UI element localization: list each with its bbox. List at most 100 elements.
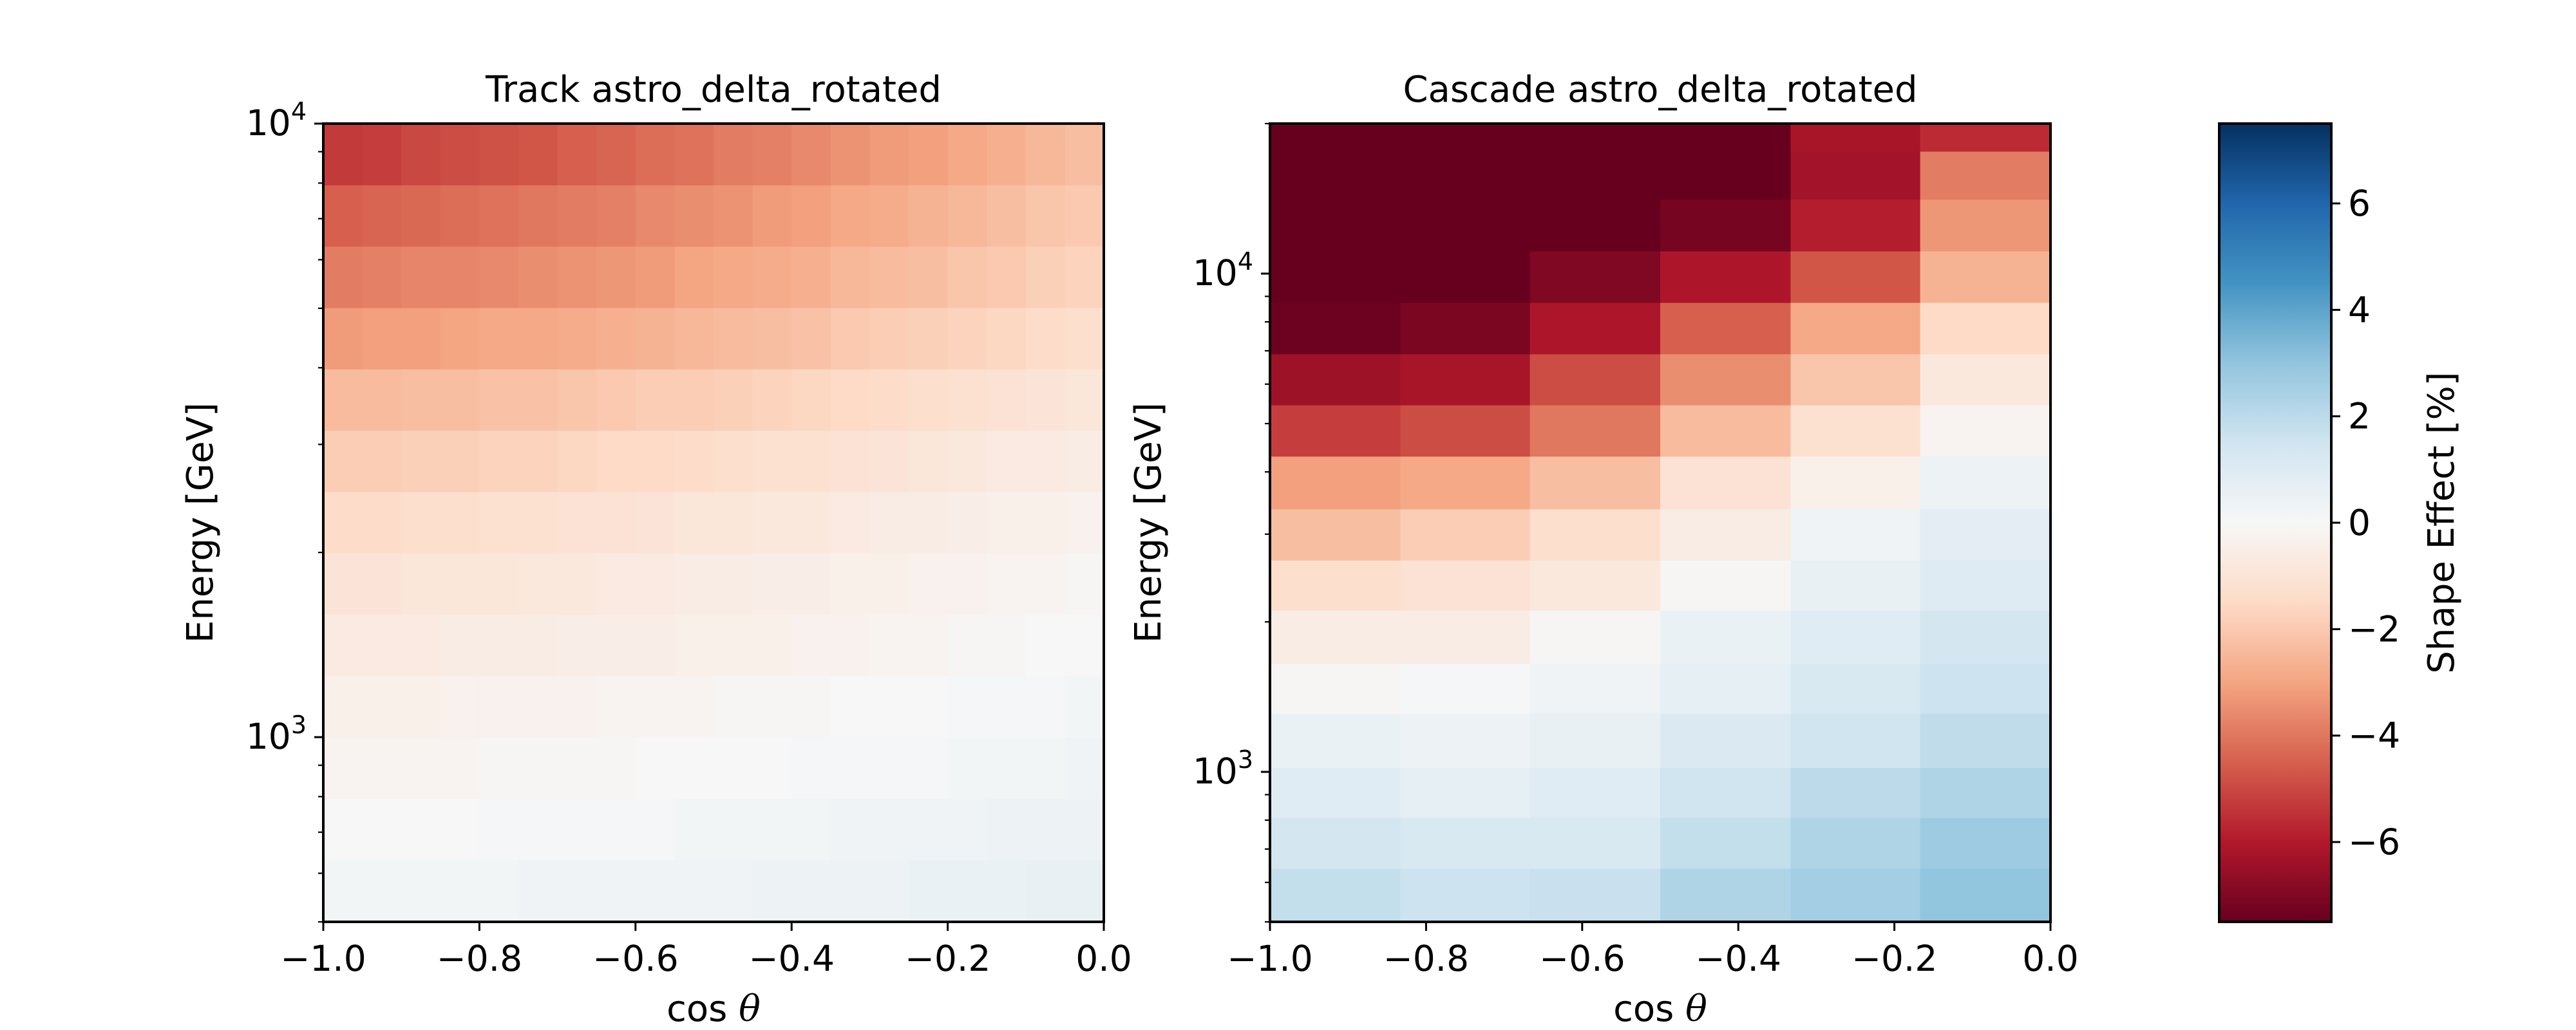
track-cell-r5-c18 [1025, 553, 1065, 615]
track-cell-r10-c19 [1065, 246, 1104, 308]
track-cell-r1-c15 [909, 798, 949, 861]
track-cell-r3-c5 [518, 675, 558, 738]
cascade-cell-r9-c0 [1270, 405, 1401, 457]
track-cell-r7-c10 [714, 430, 753, 492]
track-cell-r1-c3 [440, 798, 480, 861]
track-x-tick-label: 0.0 [1075, 938, 1132, 979]
track-cell-r1-c9 [674, 798, 714, 861]
cascade-x-ticks: −1.0 −0.8 −0.6 −0.4 −0.2 0.0 [1227, 922, 2079, 979]
track-heatmap [323, 124, 1104, 922]
track-cell-r2-c1 [362, 737, 402, 800]
track-cell-r0-c14 [869, 859, 909, 922]
track-cell-r10-c8 [635, 246, 675, 308]
track-x-tick-label: −0.8 [437, 938, 523, 979]
track-cell-r3-c7 [596, 675, 636, 738]
track-cell-r1-c4 [479, 798, 519, 861]
cascade-cell-r0-c1 [1400, 868, 1531, 922]
cascade-cell-r5-c3 [1660, 610, 1791, 664]
track-cell-r1-c8 [635, 798, 675, 861]
track-cell-r5-c0 [323, 553, 363, 615]
cascade-cell-r4-c4 [1790, 663, 1921, 714]
cascade-cell-r15-c3 [1660, 124, 1791, 152]
track-cell-r7-c14 [869, 430, 909, 492]
track-cell-r8-c8 [635, 369, 675, 431]
track-cell-r3-c8 [635, 675, 675, 738]
track-cell-r11-c12 [791, 185, 831, 247]
track-cell-r8-c11 [752, 369, 792, 431]
track-cell-r6-c6 [557, 491, 597, 554]
track-cell-r12-c2 [401, 124, 441, 185]
cascade-cell-r9-c1 [1400, 405, 1531, 457]
track-cell-r5-c6 [557, 553, 597, 615]
track-cell-r12-c0 [323, 124, 363, 185]
cascade-cell-r2-c2 [1530, 767, 1661, 818]
track-cell-r6-c2 [401, 491, 441, 554]
track-cell-r12-c6 [557, 124, 597, 185]
cascade-cell-r9-c3 [1660, 405, 1791, 457]
track-cell-r4-c1 [362, 614, 402, 677]
track-cell-r6-c4 [479, 491, 519, 554]
track-cell-r11-c16 [947, 185, 987, 247]
track-panel: Track astro_delta_rotated −1.0 −0.8 −0.6 −0… [180, 69, 1132, 1030]
track-cell-r12-c17 [987, 124, 1027, 185]
cascade-cell-r15-c1 [1400, 124, 1531, 152]
track-cell-r10-c15 [909, 246, 949, 308]
track-cell-r0-c11 [752, 859, 792, 922]
track-cell-r1-c17 [987, 798, 1027, 861]
track-cell-r8-c5 [518, 369, 558, 431]
cascade-cell-r13-c2 [1530, 199, 1661, 252]
colorbar-tick-label: −6 [2348, 821, 2400, 863]
cascade-axes-frame [1269, 122, 2052, 923]
cascade-cell-r1-c0 [1270, 817, 1401, 869]
track-cell-r2-c17 [987, 737, 1027, 800]
track-cell-r9-c11 [752, 307, 792, 370]
cascade-cell-r14-c4 [1790, 151, 1921, 200]
cascade-cell-r8-c0 [1270, 456, 1401, 510]
cascade-y-tick-label: 103 [1193, 745, 1253, 792]
cascade-x-tick-label: −1.0 [1227, 938, 1313, 979]
cascade-cell-r15-c0 [1270, 124, 1401, 152]
cascade-cell-r2-c0 [1270, 767, 1401, 818]
cascade-cell-r6-c5 [1920, 560, 2051, 611]
track-cell-r7-c4 [479, 430, 519, 492]
track-cell-r0-c18 [1025, 859, 1065, 922]
cascade-cell-r2-c4 [1790, 767, 1921, 818]
track-cell-r4-c7 [596, 614, 636, 677]
cascade-cell-r5-c1 [1400, 610, 1531, 664]
track-cell-r7-c8 [635, 430, 675, 492]
track-cell-r8-c0 [323, 369, 363, 431]
cascade-cell-r7-c4 [1790, 509, 1921, 561]
track-cell-r3-c3 [440, 675, 480, 738]
track-cell-r8-c13 [830, 369, 870, 431]
track-cell-r7-c15 [909, 430, 949, 492]
track-x-tick-label: −0.2 [905, 938, 991, 979]
track-cell-r6-c1 [362, 491, 402, 554]
cascade-cell-r13-c4 [1790, 199, 1921, 252]
cascade-cell-r0-c4 [1790, 868, 1921, 922]
track-cell-r7-c0 [323, 430, 363, 492]
track-cell-r1-c13 [830, 798, 870, 861]
track-cell-r11-c4 [479, 185, 519, 247]
track-cell-r4-c16 [947, 614, 987, 677]
cascade-cell-r13-c1 [1400, 199, 1531, 252]
track-cell-r4-c17 [987, 614, 1027, 677]
track-cell-r5-c8 [635, 553, 675, 615]
track-cell-r6-c15 [909, 491, 949, 554]
track-cell-r0-c5 [518, 859, 558, 922]
cascade-cell-r1-c3 [1660, 817, 1791, 869]
cascade-cell-r1-c2 [1530, 817, 1661, 869]
track-cell-r8-c6 [557, 369, 597, 431]
cascade-cell-r4-c2 [1530, 663, 1661, 714]
cascade-cell-r11-c4 [1790, 302, 1921, 355]
cascade-cell-r15-c4 [1790, 124, 1921, 152]
track-cell-r9-c5 [518, 307, 558, 370]
track-cell-r0-c9 [674, 859, 714, 922]
cascade-cell-r0-c5 [1920, 868, 2051, 922]
cascade-cell-r10-c1 [1400, 353, 1531, 406]
cascade-cell-r5-c2 [1530, 610, 1661, 664]
track-cell-r10-c16 [947, 246, 987, 308]
cascade-cell-r11-c3 [1660, 302, 1791, 355]
track-cell-r7-c13 [830, 430, 870, 492]
track-cell-r8-c3 [440, 369, 480, 431]
track-cell-r9-c0 [323, 307, 363, 370]
